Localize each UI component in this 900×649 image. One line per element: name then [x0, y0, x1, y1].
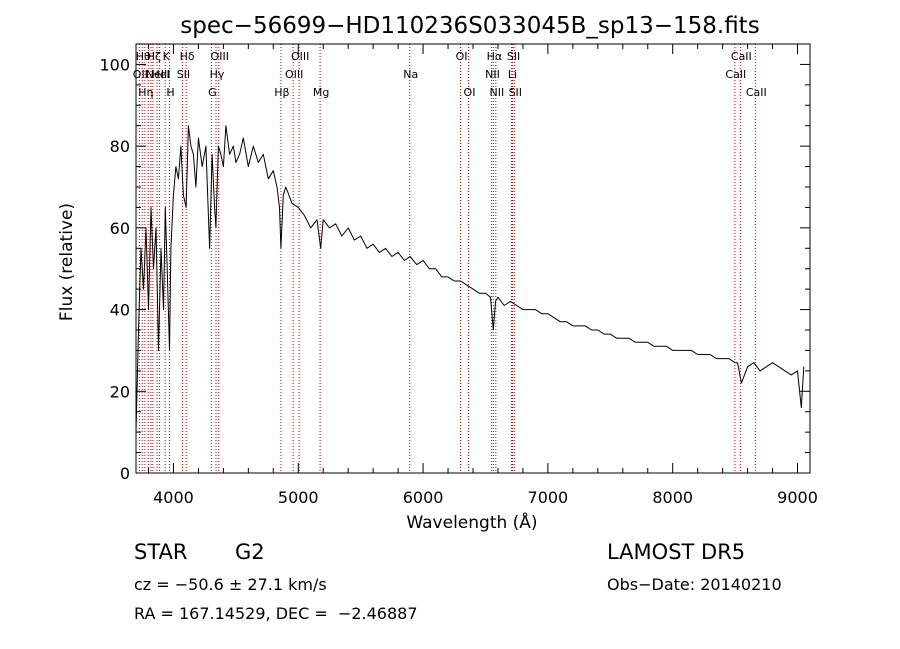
line-marker-label: CaII [746, 86, 767, 99]
line-marker-label: G [208, 86, 217, 99]
y-axis: 0 20 40 60 80 100 [99, 55, 810, 483]
chart-title: spec−56699−HD110236S033045B_sp13−158.fit… [180, 13, 759, 39]
line-marker-label: Hζ [147, 50, 161, 63]
y-axis-label: Flux (relative) [57, 203, 77, 321]
y-tick-label: 80 [110, 137, 130, 156]
spectrum-line [135, 125, 805, 433]
line-marker-label: OIII [211, 50, 229, 63]
x-tick-label: 5000 [278, 488, 319, 507]
line-marker-label: NeIII [146, 68, 171, 81]
y-tick-label: 40 [110, 301, 130, 320]
line-marker-label: Hη [138, 86, 153, 99]
line-markers: OIIHθHηHζNeIIIHeIKHSIIHδGHγOIIIHβOIIIOII… [133, 44, 767, 473]
redshift-text: cz = −50.6 ± 27.1 km/s [134, 575, 327, 594]
y-tick-label: 0 [120, 464, 130, 483]
line-marker-label: Hθ [136, 50, 151, 63]
line-marker-label: OII [133, 68, 148, 81]
spectrum [135, 125, 805, 433]
line-marker-label: SII [507, 50, 520, 63]
x-tick-label: 7000 [528, 488, 569, 507]
line-marker-label: OIII [291, 50, 309, 63]
line-marker-label: OI [464, 86, 476, 99]
y-tick-label: 20 [110, 382, 130, 401]
subclass: G2 [235, 540, 265, 564]
line-marker-label: HeI [151, 68, 169, 81]
line-marker-label: Na [403, 68, 418, 81]
object-class: STAR [134, 540, 188, 564]
survey-name: LAMOST DR5 [607, 540, 746, 564]
line-marker-label: CaII [725, 68, 746, 81]
line-marker-label: CaII [731, 50, 752, 63]
obs-date: Obs−Date: 20140210 [607, 575, 782, 594]
line-marker-label: OI [456, 50, 468, 63]
plot-frame [135, 43, 811, 474]
line-marker-label: H [166, 86, 174, 99]
line-marker-label: SII [177, 68, 190, 81]
line-marker-label: K [163, 50, 171, 63]
line-marker-label: Hα [487, 50, 503, 63]
line-marker-label: SII [509, 86, 522, 99]
line-marker-label: Hδ [180, 50, 195, 63]
x-axis-label: Wavelength (Å) [406, 511, 537, 533]
coordinates: RA = 167.14529, DEC = −2.46887 [134, 604, 418, 623]
x-tick-label: 9000 [777, 488, 818, 507]
line-marker-label: NII [485, 68, 500, 81]
y-tick-label: 60 [110, 219, 130, 238]
line-marker-label: Mg [313, 86, 329, 99]
x-tick-label: 8000 [652, 488, 693, 507]
x-tick-label: 6000 [403, 488, 444, 507]
line-marker-label: Hβ [274, 86, 289, 99]
x-axis: 4000 5000 6000 7000 8000 9000 [147, 44, 818, 507]
x-tick-label: 4000 [153, 488, 194, 507]
line-marker-label: NII [489, 86, 504, 99]
line-marker-label: Hγ [210, 68, 225, 81]
y-tick-label: 100 [99, 55, 130, 74]
line-marker-label: OIII [285, 68, 303, 81]
